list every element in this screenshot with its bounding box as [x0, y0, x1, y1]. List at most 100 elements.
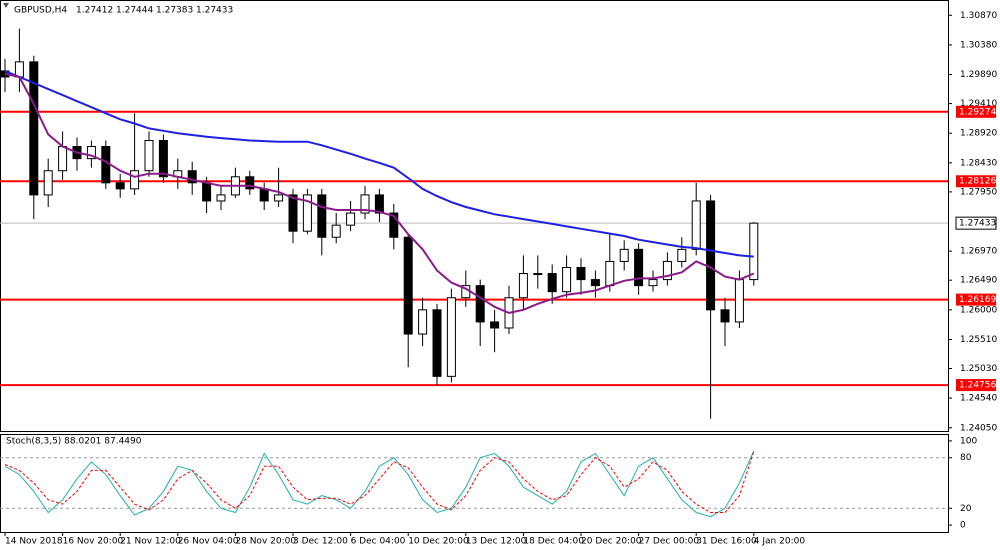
level-label: 1.29274: [959, 107, 996, 117]
symbol-title: GBPUSD,H4: [14, 6, 67, 16]
x-tick-label: 26 Nov 04:00: [178, 537, 239, 547]
candle-body: [187, 170, 197, 184]
quote-value: 1.27383: [156, 6, 193, 16]
y-tick-label: 100: [960, 436, 977, 446]
panel-arrow: [3, 3, 9, 8]
candle-body: [749, 222, 759, 281]
candle-body: [43, 170, 53, 196]
candle-body: [677, 248, 687, 262]
last-price-label: 1.27433: [959, 219, 996, 229]
candle-body: [418, 309, 428, 335]
quote-value: 1.27444: [116, 6, 153, 16]
candle-body: [302, 194, 312, 232]
candle-body: [259, 188, 269, 202]
candle-body: [86, 146, 96, 160]
x-tick-label: 16 Nov 20:00: [63, 537, 124, 547]
candle-body: [158, 139, 168, 178]
candle-body: [706, 200, 716, 311]
candle-body: [14, 61, 24, 78]
x-tick-label: 3 Dec 12:00: [293, 537, 348, 547]
x-tick-label: 14 Nov 2018: [5, 537, 63, 547]
x-tick-label: 18 Dec 04:00: [523, 537, 584, 547]
x-tick-label: 31 Dec 16:00: [696, 537, 757, 547]
y-tick-label: 1.28920: [960, 129, 997, 139]
last-price-box: [955, 216, 997, 230]
y-tick-label: 20: [960, 504, 972, 514]
y-tick-label: 1.30380: [960, 40, 997, 50]
level-label: 1.28126: [959, 177, 996, 187]
x-tick-label: 13 Dec 12:00: [466, 537, 527, 547]
x-tick-label: 6 Dec 04:00: [351, 537, 406, 547]
candle-body: [446, 297, 456, 377]
x-tick-label: 28 Nov 20:00: [235, 537, 296, 547]
level-label-box: [956, 105, 996, 118]
level-label: 1.26169: [959, 295, 996, 305]
candle-body: [245, 176, 255, 190]
y-tick-label: 1.27950: [960, 187, 997, 197]
candle-body: [475, 285, 485, 323]
stoch-line: [4, 450, 755, 518]
candle-body: [130, 170, 140, 190]
candle-body: [662, 260, 672, 281]
candle-body: [374, 194, 384, 214]
candle-body: [562, 266, 572, 293]
stoch-panel-frame: [0, 434, 949, 533]
candle-body: [533, 273, 543, 276]
candle-body: [634, 248, 644, 287]
y-tick-label: 1.26490: [960, 276, 997, 286]
x-tick-label: 4 Jan 20:00: [754, 537, 806, 547]
candle-body: [518, 273, 528, 299]
candle-body: [331, 224, 341, 238]
level-label: 1.24756: [959, 381, 996, 391]
candle-body: [619, 248, 629, 262]
x-tick-label: 27 Dec 00:00: [639, 537, 700, 547]
moving-average: [4, 72, 755, 314]
level-label-box: [956, 379, 996, 392]
candle-body: [288, 194, 298, 232]
y-tick-label: 1.25030: [960, 364, 997, 374]
y-tick-label: 1.25510: [960, 335, 997, 345]
candle-body: [317, 194, 327, 238]
x-tick-label: 10 Dec 20:00: [408, 537, 469, 547]
candle-body: [648, 279, 658, 287]
candle-body: [691, 200, 701, 250]
candle-body: [432, 309, 442, 377]
candle-body: [115, 182, 125, 190]
y-tick-label: 1.26000: [960, 305, 997, 315]
x-tick-label: 20 Dec 20:00: [581, 537, 642, 547]
level-label-box: [956, 175, 996, 188]
candle-body: [29, 61, 39, 196]
candle-body: [58, 146, 68, 172]
candle-body: [360, 194, 370, 214]
main-panel-frame: [0, 0, 949, 432]
quote-value: 1.27412: [76, 6, 113, 16]
y-tick-label: 1.24050: [960, 423, 997, 433]
candle-body: [490, 321, 500, 329]
candle-body: [202, 182, 212, 202]
candle-body: [101, 146, 111, 184]
candle-body: [590, 279, 600, 287]
y-tick-label: 1.26970: [960, 247, 997, 257]
candle-body: [144, 139, 154, 172]
candle-body: [274, 194, 284, 202]
candle-body: [346, 212, 356, 226]
y-tick-label: 1.24540: [960, 394, 997, 404]
indicator-title: Stoch(8,3,5) 88.0201 87.4490: [6, 437, 142, 447]
quote-value: 1.27433: [196, 6, 233, 16]
candle-body: [576, 266, 586, 281]
x-tick-label: 21 Nov 12:00: [120, 537, 181, 547]
stoch-line: [4, 451, 755, 513]
y-tick-label: 1.29890: [960, 70, 997, 80]
candle-body: [216, 194, 226, 202]
candle-body: [605, 260, 615, 287]
candle-body: [734, 279, 744, 323]
candle-body: [547, 273, 557, 293]
y-tick-label: 1.29410: [960, 99, 997, 109]
level-label-box: [956, 293, 996, 306]
y-tick-label: 80: [960, 453, 972, 463]
y-tick-label: 1.28430: [960, 158, 997, 168]
candle-body: [389, 212, 399, 238]
candle-body: [720, 309, 730, 323]
